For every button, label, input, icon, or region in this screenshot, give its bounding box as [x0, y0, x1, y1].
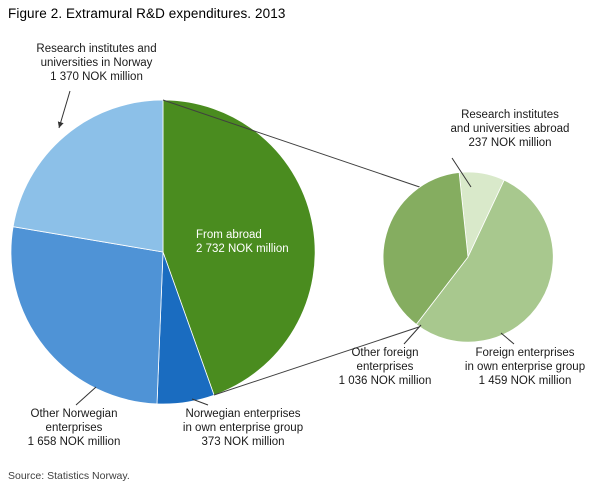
main-pie-slice-other-norwegian-enterprises — [10, 226, 164, 405]
leader-norwegian-enterprises-own-group — [191, 398, 209, 406]
pie-connector-line-1 — [162, 99, 453, 199]
main-pie-slice-from-abroad — [162, 99, 316, 396]
secondary-pie-slice-other-foreign-enterprises — [382, 172, 469, 325]
leader-other-norwegian-enterprises — [75, 386, 97, 406]
leader-foreign-enterprises-own-group — [500, 332, 515, 345]
pie-connector-line-2 — [213, 315, 453, 396]
label-norwegian-enterprises-own-group: Norwegian enterprises in own enterprise … — [182, 408, 304, 448]
label-other-norwegian-enterprises: Other Norwegian enterprises 1 658 NOK mi… — [27, 408, 121, 448]
label-research-institutes-abroad: Research institutes and universities abr… — [450, 109, 570, 149]
leader-other-foreign-enterprises — [403, 324, 422, 345]
main-pie-slice-research-institutes-and-universities-in-norway — [12, 99, 164, 253]
secondary-pie-slice-foreign-enterprises-in-own-enterprise-group — [415, 179, 554, 343]
leader-research-institutes-norway — [57, 90, 71, 129]
label-other-foreign-enterprises: Other foreign enterprises 1 036 NOK mill… — [338, 347, 432, 387]
source-note: Source: Statistics Norway. — [8, 470, 130, 482]
label-research-institutes-norway: Research institutes and universities in … — [36, 43, 157, 83]
label-from-abroad: From abroad 2 732 NOK million — [196, 229, 289, 255]
leader-research-institutes-abroad — [451, 157, 472, 188]
label-foreign-enterprises-own-group: Foreign enterprises in own enterprise gr… — [464, 347, 586, 387]
chart-title: Figure 2. Extramural R&D expenditures. 2… — [8, 6, 286, 21]
